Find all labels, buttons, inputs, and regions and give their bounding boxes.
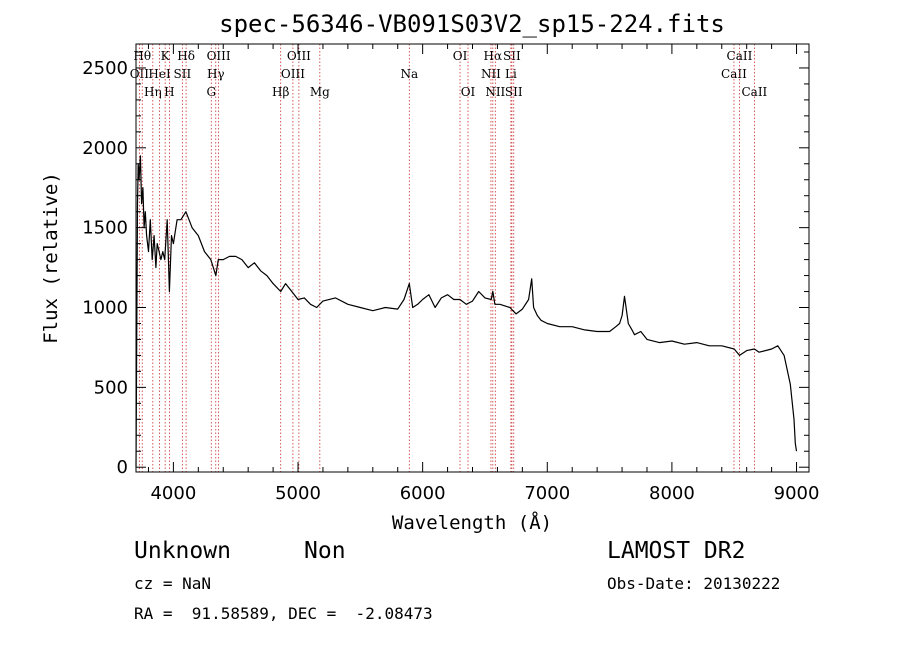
- x-tick-label-0: 4000: [150, 483, 196, 504]
- line-marker-label-12: OIII: [281, 67, 305, 81]
- y-axis-label: Flux (relative): [40, 172, 62, 344]
- survey-label: LAMOST DR2: [607, 538, 746, 564]
- line-marker-label-4: K: [161, 49, 171, 63]
- line-marker-label-24: CaII: [721, 67, 747, 81]
- y-tick-label-5: 2500: [82, 58, 128, 79]
- line-marker-label-2: Hη: [144, 85, 162, 99]
- line-marker-label-3: HeI: [148, 67, 171, 81]
- redshift-text: cz = NaN: [134, 574, 212, 593]
- x-tick-label-5: 9000: [774, 483, 820, 504]
- line-marker-label-22: SII: [503, 49, 521, 63]
- y-tick-label-1: 500: [94, 377, 128, 398]
- line-marker-label-17: OI: [461, 85, 476, 99]
- spectrum-series: [135, 155, 798, 468]
- x-axis: 4000 5000 6000 7000 8000 9000: [147, 44, 820, 504]
- line-marker-label-20: NII: [485, 85, 505, 99]
- line-marker-label-15: Na: [400, 67, 418, 81]
- y-tick-label-3: 1500: [82, 218, 128, 239]
- line-marker-label-6: SII: [174, 67, 192, 81]
- plot-frame: [135, 43, 810, 473]
- x-tick-label-2: 6000: [400, 483, 446, 504]
- line-marker-label-5: H: [164, 85, 174, 99]
- line-marker-label-10: OIII: [207, 49, 231, 63]
- spectrum-line-0: [135, 155, 798, 468]
- line-marker-label-9: Hγ: [207, 67, 225, 81]
- line-marker-label-26: CaII: [741, 85, 767, 99]
- line-marker-label-13: OIII: [287, 49, 311, 63]
- line-marker-label-11: Hβ: [272, 85, 289, 99]
- x-axis-label: Wavelength (Å): [392, 511, 552, 534]
- obs-date-text: Obs-Date: 20130222: [607, 574, 781, 593]
- spectral-line-markers: OIIHθHηHeIKHSIIHδGHγOIIIHβOIIIOIIIMgNaOI…: [130, 44, 768, 472]
- x-tick-label-4: 8000: [649, 483, 695, 504]
- x-tick-label-1: 5000: [275, 483, 321, 504]
- x-tick-label-3: 7000: [524, 483, 570, 504]
- line-marker-label-18: NII: [481, 67, 501, 81]
- line-marker-label-21: Li: [505, 67, 517, 81]
- line-marker-label-16: OI: [453, 49, 468, 63]
- subclass-label: Non: [304, 538, 346, 564]
- class-label: Unknown: [134, 538, 231, 564]
- y-tick-label-4: 2000: [82, 138, 128, 159]
- line-marker-label-23: SII: [505, 85, 523, 99]
- line-marker-label-7: Hδ: [177, 49, 195, 63]
- line-marker-label-25: CaII: [727, 49, 753, 63]
- line-marker-label-0: OII: [130, 67, 150, 81]
- y-tick-label-2: 1000: [82, 298, 128, 319]
- line-marker-label-1: Hθ: [133, 49, 151, 63]
- y-axis: 0 500 1000 1500 2000 2500: [82, 51, 809, 478]
- coords-text: RA = 91.58589, DEC = -2.08473: [134, 604, 433, 623]
- line-marker-label-8: G: [206, 85, 216, 99]
- chart-title: spec-56346-VB091S03V2_sp15-224.fits: [219, 10, 725, 38]
- line-marker-label-19: Hα: [484, 49, 503, 63]
- y-tick-label-0: 0: [117, 457, 128, 478]
- line-marker-label-14: Mg: [310, 85, 330, 99]
